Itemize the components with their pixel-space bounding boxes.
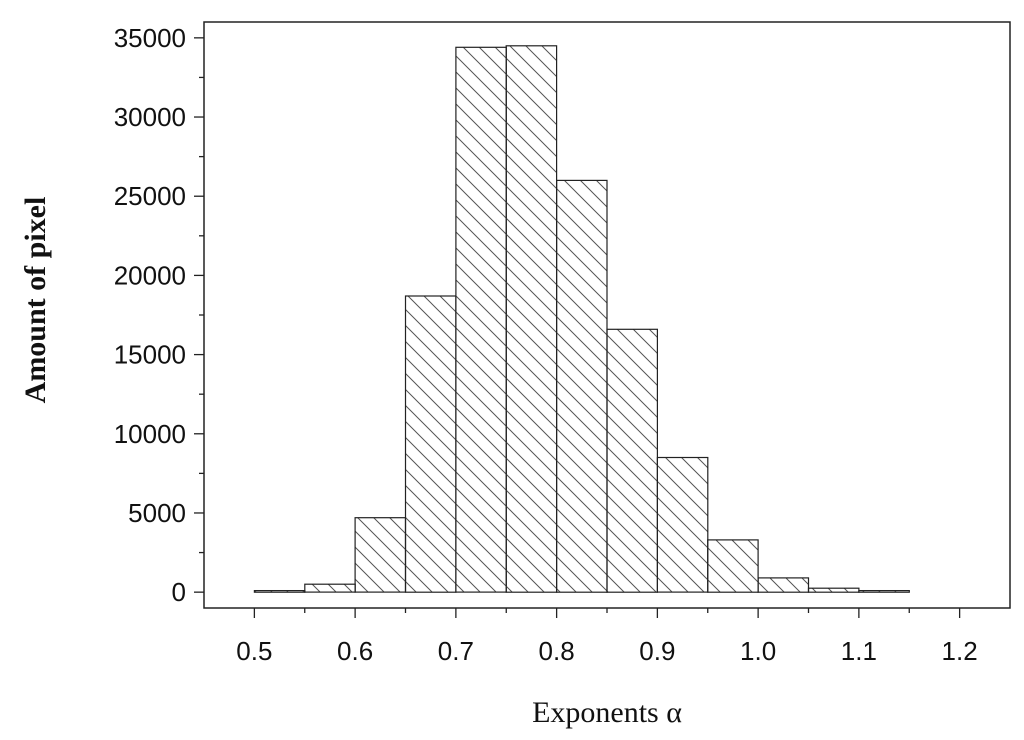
x-axis-title: Exponents α	[532, 696, 682, 729]
y-tick-label-3: 15000	[114, 340, 186, 370]
histogram-bar-10	[757, 577, 810, 593]
ticks-layer: 0 5000 10000 15000 20000 25000 30000 35000 0.5 0.…	[114, 23, 978, 666]
histogram-bar-8	[656, 456, 709, 593]
y-tick-label-6: 30000	[114, 102, 186, 132]
x-tick-label-5: 1.0	[740, 636, 776, 666]
histogram-bar-5	[505, 45, 558, 593]
x-tick-label-1: 0.6	[337, 636, 373, 666]
y-tick-label-1: 5000	[128, 498, 186, 528]
histogram-bar-6	[555, 179, 608, 593]
histogram-bar-9	[707, 539, 759, 593]
y-tick-label-2: 10000	[114, 419, 186, 449]
histogram-bar-4	[455, 46, 507, 593]
y-tick-label-7: 35000	[114, 23, 186, 53]
histogram-bar-11	[807, 587, 860, 593]
histogram-bar-1	[304, 583, 356, 593]
x-tick-label-4: 0.9	[639, 636, 675, 666]
y-tick-label-5: 25000	[114, 181, 186, 211]
x-tick-label-2: 0.7	[438, 636, 474, 666]
bars-layer	[253, 45, 910, 593]
x-tick-label-3: 0.8	[539, 636, 575, 666]
y-tick-label-4: 20000	[114, 260, 186, 290]
y-tick-label-0: 0	[172, 577, 186, 607]
histogram-bar-2	[354, 517, 407, 593]
x-tick-label-0: 0.5	[236, 636, 272, 666]
histogram-bar-0	[253, 589, 306, 593]
y-axis-title: Amount of pixel	[19, 197, 52, 404]
histogram-bar-3	[404, 295, 457, 593]
x-tick-label-6: 1.1	[841, 636, 877, 666]
histogram-bar-12	[858, 589, 910, 593]
x-tick-label-7: 1.2	[942, 636, 978, 666]
histogram-bar-7	[606, 328, 659, 593]
